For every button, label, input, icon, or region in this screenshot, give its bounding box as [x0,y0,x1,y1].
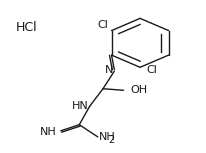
Text: Cl: Cl [97,20,108,30]
Text: 2: 2 [109,135,115,145]
Text: NH: NH [99,132,116,142]
Text: HCl: HCl [16,21,37,34]
Text: NH: NH [40,127,56,137]
Text: N: N [105,65,113,75]
Text: HN: HN [72,101,89,111]
Text: Cl: Cl [146,65,157,75]
Text: OH: OH [131,85,148,95]
